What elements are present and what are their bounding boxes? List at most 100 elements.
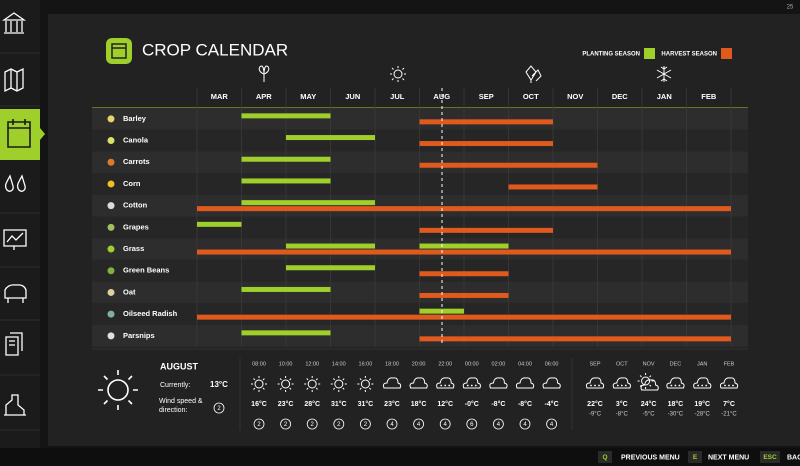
sun-icon [641, 376, 651, 386]
row-stripe [92, 151, 748, 174]
crop-icon [107, 332, 115, 340]
crop-name: Cotton [123, 201, 148, 210]
crop-name: Corn [123, 179, 141, 188]
crop-icon [107, 115, 115, 123]
planting-bar [241, 330, 331, 336]
tab-prices[interactable] [3, 229, 27, 250]
planting-bar [419, 243, 509, 249]
crop-name: Parsnips [123, 331, 155, 340]
hour-time: 16:00 [359, 361, 373, 367]
harvest-bar [419, 292, 509, 298]
planting-bar [286, 265, 375, 271]
hour-temp: 31°C [358, 400, 374, 408]
key-badge[interactable] [760, 451, 780, 463]
sun-rays [637, 373, 654, 389]
tab-finance[interactable] [1, 12, 27, 34]
tab-animals[interactable] [4, 284, 27, 303]
cloud-icon [382, 377, 402, 389]
crop-icon [107, 158, 115, 166]
hour-time: 10:00 [279, 361, 293, 367]
forecast-high: 3°C [616, 400, 628, 408]
row-stripe [92, 129, 748, 152]
sun-icon [254, 379, 264, 389]
page-title: CROP CALENDAR [142, 40, 288, 59]
tab-map[interactable] [4, 67, 24, 93]
hour-wind-circle [413, 418, 425, 430]
forecast-low: -28°C [694, 412, 710, 418]
snow-dot [728, 384, 730, 387]
cloud-icon [409, 377, 428, 389]
forecast-high: 19°C [694, 400, 710, 408]
snow-dot [620, 384, 623, 387]
crop-icon [107, 137, 115, 145]
tab-contracts[interactable] [5, 332, 23, 356]
snow-dot [697, 384, 700, 387]
big-sun [98, 370, 138, 410]
crop-name: Oat [123, 287, 136, 296]
snow-dot [724, 384, 726, 387]
forecast-low: -8°C [616, 412, 629, 418]
cloud-icon [666, 377, 685, 389]
hour-wind-circle [280, 418, 292, 430]
hour-temp: 16°C [251, 400, 267, 408]
crop-name: Oilseed Radish [123, 309, 178, 318]
tab-production[interactable] [4, 394, 26, 416]
footer-action[interactable]: PREVIOUS MENU [621, 454, 680, 461]
key-label[interactable]: ESC [763, 454, 777, 461]
snow-dot [674, 384, 677, 387]
hour-temp: -4°C [545, 400, 559, 408]
forecast-high: 24°C [641, 400, 657, 408]
hour-time: 20:00 [412, 361, 426, 367]
hour-temp: 31°C [331, 400, 347, 408]
hour-time: 04:00 [518, 361, 532, 367]
harvest-bar [419, 141, 553, 147]
calendar-icon [7, 119, 31, 148]
crop-icon [107, 310, 115, 318]
hour-time: 12:00 [305, 361, 319, 367]
planting-bar [241, 200, 375, 206]
winter-icon [656, 66, 672, 82]
key-badge[interactable] [598, 451, 612, 463]
forecast-low: -9°C [589, 412, 602, 418]
planting-bar [197, 221, 242, 227]
tab-calendar-active[interactable] [0, 109, 40, 160]
sun-icon [307, 379, 317, 389]
row-stripe [92, 325, 748, 347]
tab-weather[interactable] [4, 174, 26, 192]
crop-name: Carrots [123, 157, 150, 166]
harvest-bar [419, 162, 598, 168]
key-label[interactable]: Q [602, 454, 607, 461]
key-badge[interactable] [688, 451, 702, 463]
hour-wind-circle [359, 418, 371, 430]
sun-icon [281, 379, 291, 389]
snow-dot [598, 384, 600, 387]
season-icons [258, 65, 672, 83]
hour-temp: 23°C [384, 400, 400, 408]
month-label: SEP [479, 92, 494, 101]
key-label[interactable]: E [693, 454, 698, 461]
hour-time: 08:00 [252, 361, 266, 367]
hour-wind: 4 [497, 422, 501, 428]
forecast-low: -5°C [643, 412, 656, 418]
hour-time: 06:00 [545, 361, 559, 367]
planting-bar [241, 286, 331, 292]
legend-planting: PLANTING SEASON [582, 52, 640, 58]
footer-action[interactable]: BAC [787, 454, 800, 461]
hour-wind: 4 [390, 422, 394, 428]
footer-action[interactable]: NEXT MENU [708, 454, 749, 461]
hour-temp: 18°C [411, 400, 427, 408]
crop-icon [107, 223, 115, 231]
snow-dot [624, 384, 627, 387]
row-stripe [92, 259, 748, 282]
forecast-low: -30°C [668, 412, 684, 418]
month-label: JUL [390, 92, 405, 101]
currently-label: Currently: [160, 382, 190, 389]
row-stripe [92, 216, 748, 239]
crop-icon [107, 180, 115, 188]
hour-wind: 2 [337, 422, 341, 428]
row-stripe [92, 173, 748, 195]
hour-wind-circle [492, 418, 504, 430]
snow-dot [470, 384, 473, 387]
sidebar-dividers [0, 52, 40, 431]
